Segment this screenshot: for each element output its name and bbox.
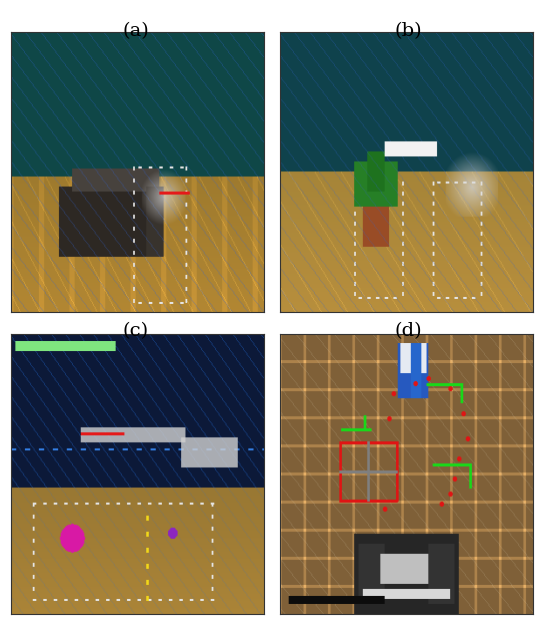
Text: (d): (d) — [394, 323, 422, 341]
Text: (c): (c) — [123, 323, 149, 341]
Text: (a): (a) — [122, 22, 150, 40]
Text: (b): (b) — [394, 22, 422, 40]
